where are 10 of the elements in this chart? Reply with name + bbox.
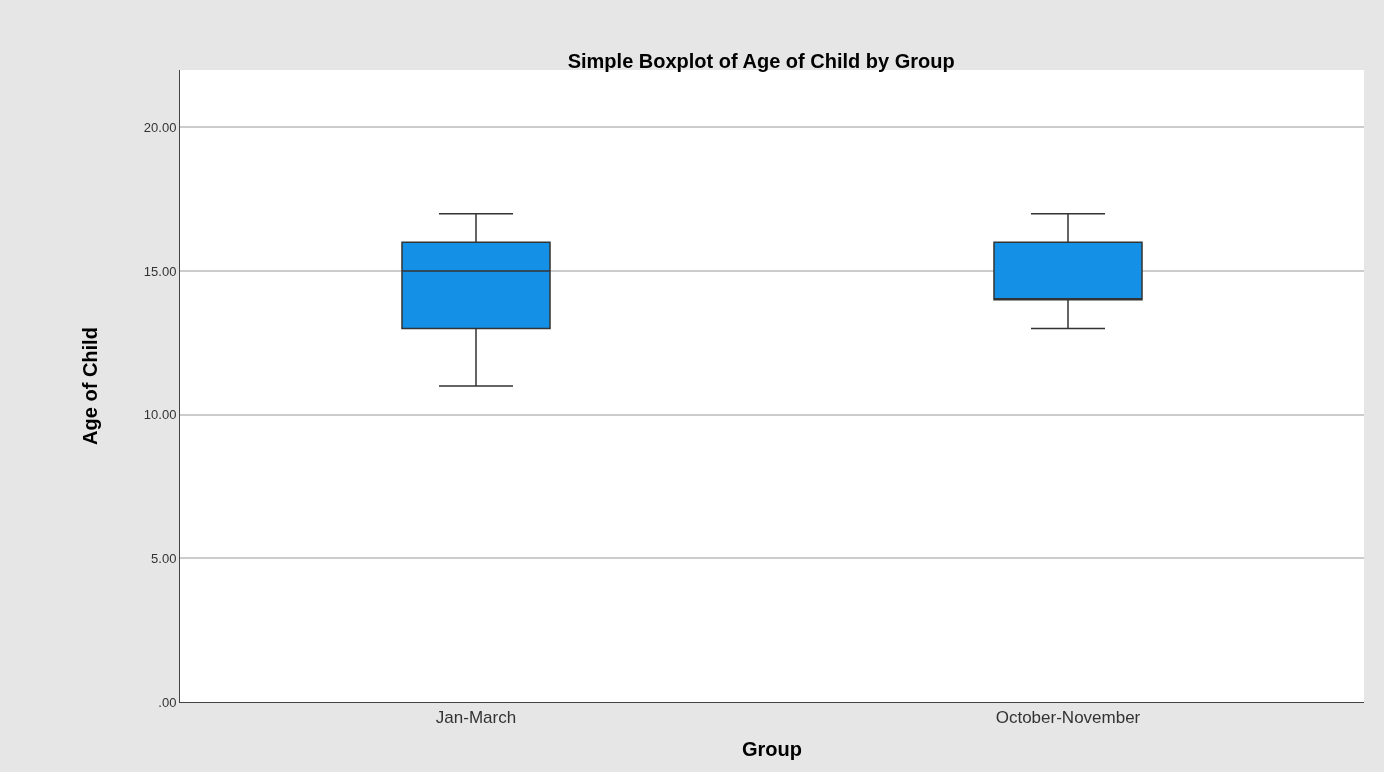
y-axis-title: Age of Child	[79, 327, 102, 445]
x-tick-label: Jan-March	[435, 708, 517, 728]
x-tick-label: October-November	[995, 708, 1141, 728]
x-axis-title: Group	[742, 737, 802, 760]
y-tick-label: 10.00	[143, 407, 177, 423]
y-tick-label: .00	[158, 694, 177, 710]
chart-title: Simple Boxplot of Age of Child by Group	[567, 50, 955, 73]
y-tick-label: 20.00	[143, 120, 177, 135]
y-tick-label: 5.00	[151, 550, 177, 566]
y-tick-label: 15.00	[143, 263, 177, 279]
